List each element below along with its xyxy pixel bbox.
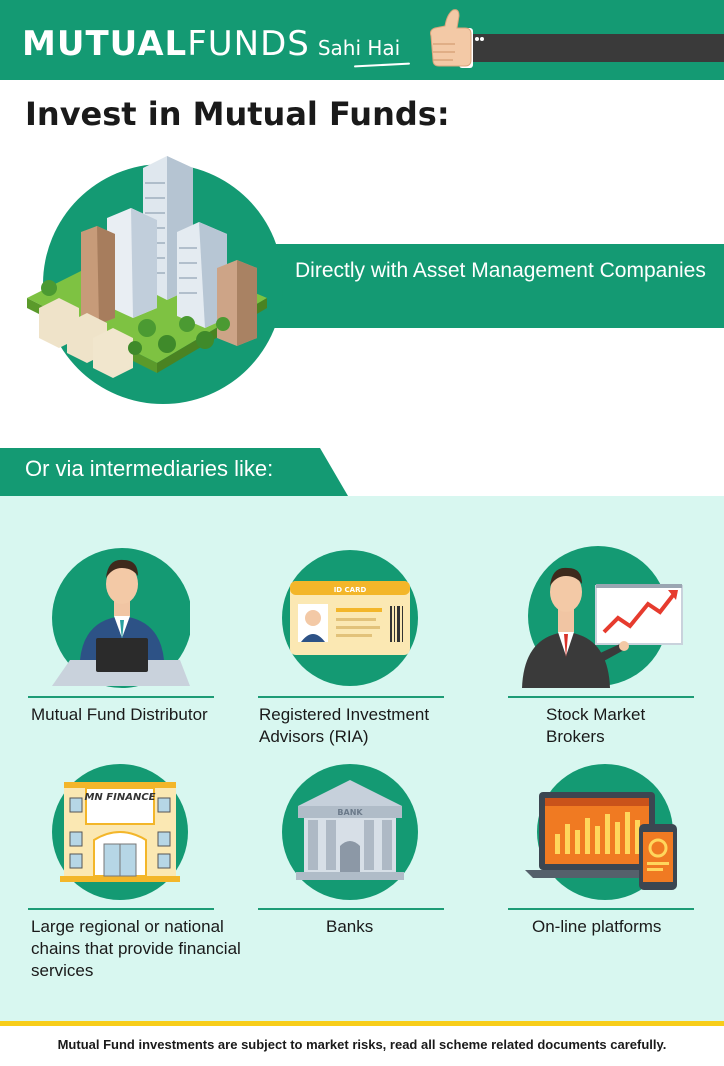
finance-sign-text: MN FINANCE — [84, 792, 155, 803]
bank-sign-text: BANK — [337, 808, 363, 817]
item-label-banks: Banks — [326, 917, 374, 936]
brand-logo: MUTUAL FUNDS Sahi Hai — [22, 24, 400, 64]
item-divider — [258, 908, 444, 910]
finance-building-icon: MN FINANCE — [52, 764, 188, 900]
thumbs-up-icon — [430, 9, 724, 68]
item-label-ria: Registered Investment Advisors (RIA) — [259, 705, 430, 746]
distributor-laptop-icon — [52, 548, 190, 688]
intermediaries-heading: Or via intermediaries like: — [25, 456, 274, 481]
item-label-finance-chains: Large regional or national chains that p… — [31, 917, 241, 980]
direct-banner — [240, 244, 724, 328]
item-divider — [28, 908, 214, 910]
footer-accent-bar — [0, 1021, 724, 1026]
item-divider — [508, 696, 694, 698]
id-card-icon: ID CARD — [282, 550, 418, 686]
footer-disclaimer: Mutual Fund investments are subject to m… — [57, 1037, 667, 1052]
brand-funds: FUNDS — [187, 24, 310, 64]
item-label-distributor: Mutual Fund Distributor — [31, 705, 208, 724]
broker-chart-icon — [522, 546, 683, 688]
item-divider — [258, 696, 444, 698]
bank-building-icon: BANK — [282, 764, 418, 900]
city-buildings-icon — [27, 156, 283, 404]
item-label-online: On-line platforms — [532, 917, 662, 936]
id-card-text: ID CARD — [334, 586, 367, 594]
brand-tagline: Sahi Hai — [317, 36, 401, 60]
item-divider — [508, 908, 694, 910]
brand-mutual: MUTUAL — [22, 24, 188, 64]
page-title: Invest in Mutual Funds: — [25, 95, 450, 133]
item-divider — [28, 696, 214, 698]
item-label-brokers: Stock Market Brokers — [546, 705, 646, 746]
online-devices-icon — [525, 764, 677, 900]
header-bar: MUTUAL FUNDS Sahi Hai — [0, 0, 724, 80]
footer — [0, 1026, 724, 1066]
intermediaries-banner — [0, 448, 348, 496]
direct-text: Directly with Asset Management Companies — [295, 259, 706, 282]
